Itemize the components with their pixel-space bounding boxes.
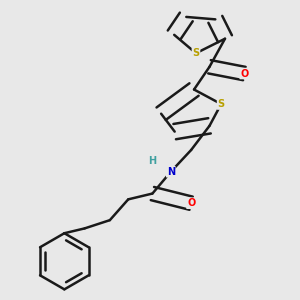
Text: N: N — [167, 167, 175, 177]
Text: S: S — [218, 99, 225, 109]
Text: H: H — [148, 156, 157, 166]
Text: S: S — [192, 48, 200, 58]
Text: O: O — [240, 68, 248, 79]
Text: O: O — [187, 198, 195, 208]
